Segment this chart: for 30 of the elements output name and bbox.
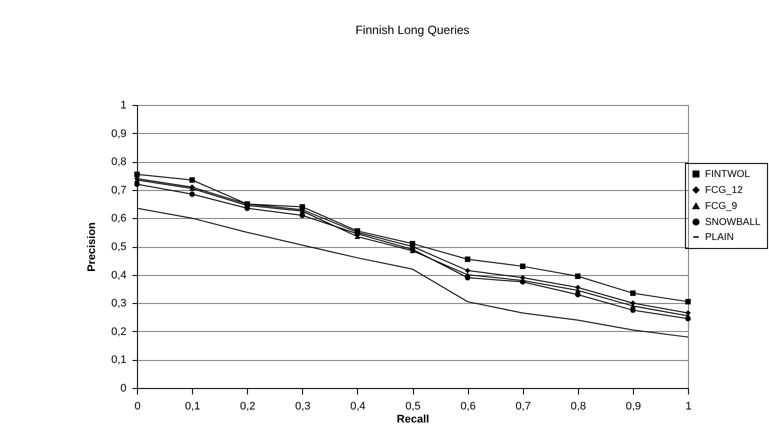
y-axis-title: Precision (86, 222, 98, 272)
legend-label: SNOWBALL (705, 217, 762, 228)
x-tick-label: 0,5 (405, 400, 421, 412)
x-tick-label: 0,6 (460, 400, 476, 412)
x-axis-title: Recall (396, 414, 430, 426)
x-tick-label: 0,1 (184, 400, 200, 412)
x-tick-label: 0,7 (516, 400, 531, 412)
y-tick-label: 0,6 (111, 212, 126, 225)
y-tick-label: 0,5 (111, 241, 126, 253)
y-tick-label: 0,9 (111, 128, 126, 140)
x-tick-label: 0 (134, 400, 141, 412)
y-tick-label: 0,2 (111, 326, 126, 338)
y-tick-label: 1 (120, 100, 126, 112)
x-tick-label: 0,3 (295, 400, 310, 412)
y-tick-label: 0,3 (111, 298, 126, 310)
legend-label: PLAIN (705, 232, 734, 243)
y-tick-label: 0,4 (111, 269, 126, 282)
y-tick-label: 0,7 (111, 184, 126, 196)
x-tick-label: 0,9 (626, 400, 642, 412)
legend-label: FCG_12 (705, 185, 744, 196)
x-tick-label: 1 (685, 400, 692, 412)
x-tick-label: 0,8 (570, 400, 586, 412)
y-tick-label: 0 (120, 382, 126, 394)
legend-label: FCG_9 (705, 201, 738, 212)
y-tick-label: 0,1 (111, 354, 126, 366)
chart-title: Finnish Long Queries (355, 23, 470, 37)
legend-label: FINTWOL (705, 169, 750, 180)
x-tick-label: 0,2 (240, 400, 256, 412)
y-tick-label: 0,8 (111, 156, 126, 168)
x-tick-label: 0,4 (350, 400, 366, 412)
